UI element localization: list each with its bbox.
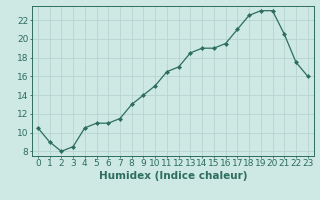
- X-axis label: Humidex (Indice chaleur): Humidex (Indice chaleur): [99, 171, 247, 181]
